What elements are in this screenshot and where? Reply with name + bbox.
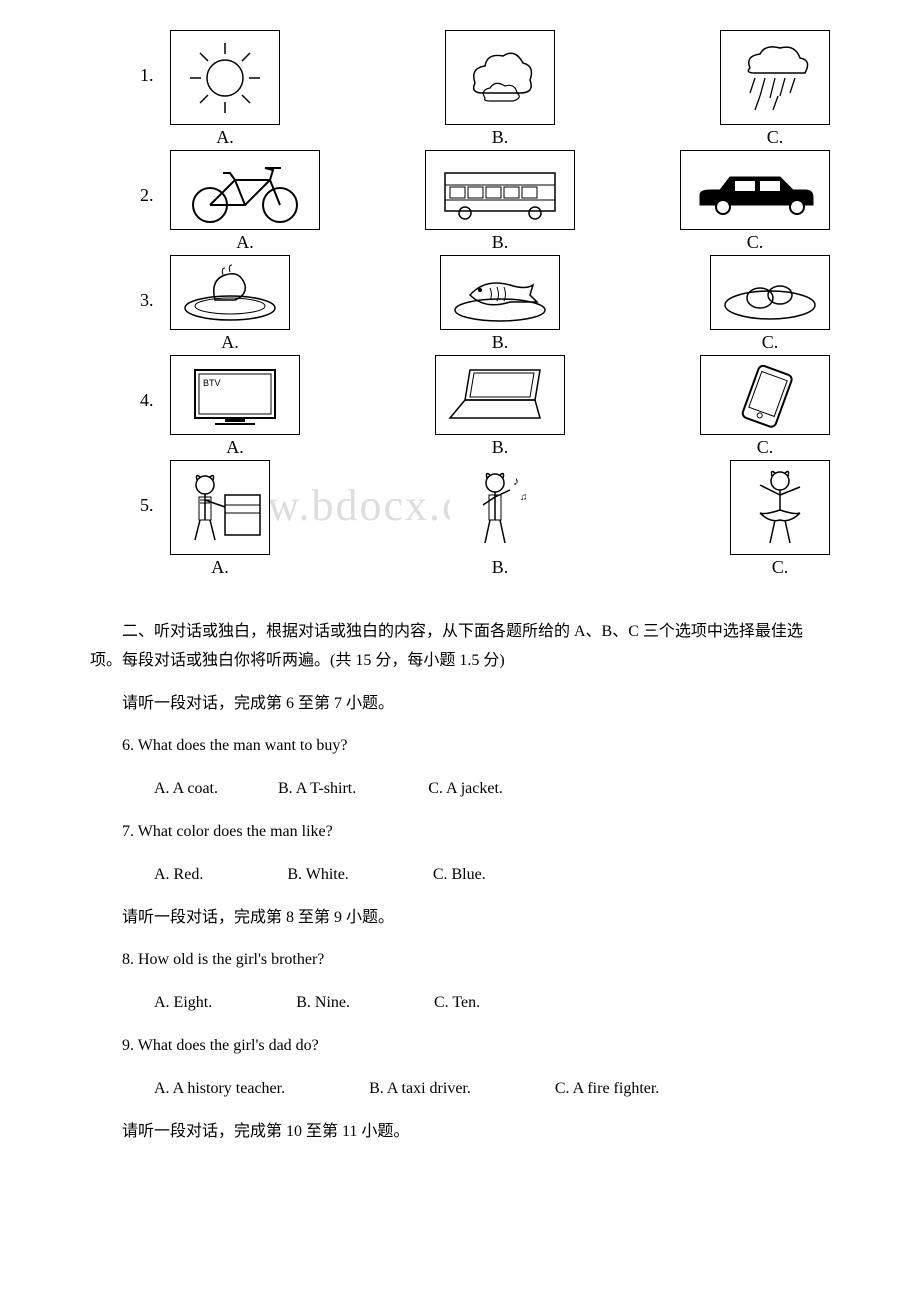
question-9-answers: A. A history teacher. B. A taxi driver. …: [90, 1075, 830, 1104]
option-label: A.: [211, 557, 229, 578]
option-5c: C.: [730, 460, 830, 578]
grid-row-5: www.bdocx.com 5. A. ♪♫ B.: [140, 460, 830, 578]
grid-row-4: 4. BTV A. B. C: [140, 355, 830, 458]
option-label: C.: [757, 437, 774, 458]
option-label: C.: [747, 232, 764, 253]
option-1a: A.: [170, 30, 280, 148]
laptop-icon: [435, 355, 565, 435]
grid-row-1: 1. A. B. C.: [140, 30, 830, 148]
option-label: C.: [772, 557, 789, 578]
option-1b: B.: [445, 30, 555, 148]
girl-piano-icon: [170, 460, 270, 555]
answer-6a: A. A coat.: [122, 775, 218, 804]
option-label: B.: [492, 437, 509, 458]
question-8: 8. How old is the girl's brother?: [90, 946, 830, 975]
answer-7b: B. White.: [255, 861, 348, 890]
option-5b: ♪♫ B.: [450, 460, 550, 578]
girl-singing-icon: ♪♫: [450, 460, 550, 555]
tv-icon: BTV: [170, 355, 300, 435]
fish-plate-icon: [440, 255, 560, 330]
listening-picture-grid: 1. A. B. C.: [140, 30, 830, 578]
option-label: A.: [216, 127, 234, 148]
option-label: A.: [226, 437, 244, 458]
svg-text:BTV: BTV: [203, 378, 221, 388]
option-label: B.: [492, 332, 509, 353]
answer-8c: C. Ten.: [402, 989, 480, 1018]
phone-icon: [700, 355, 830, 435]
car-icon: [680, 150, 830, 230]
question-6: 6. What does the man want to buy?: [90, 732, 830, 761]
bus-icon: [425, 150, 575, 230]
dialogue-instruction-1: 请听一段对话，完成第 6 至第 7 小题。: [90, 690, 830, 719]
grid-row-2: 2. A. B. C.: [140, 150, 830, 253]
option-3c: C.: [710, 255, 830, 353]
option-4b: B.: [435, 355, 565, 458]
option-label: B.: [492, 557, 509, 578]
option-3b: B.: [440, 255, 560, 353]
question-8-answers: A. Eight. B. Nine. C. Ten.: [90, 989, 830, 1018]
svg-text:♪: ♪: [513, 474, 519, 488]
option-2c: C.: [680, 150, 830, 253]
option-2b: B.: [425, 150, 575, 253]
answer-7a: A. Red.: [122, 861, 203, 890]
option-label: A.: [236, 232, 254, 253]
option-label: B.: [492, 127, 509, 148]
svg-text:♫: ♫: [520, 492, 528, 503]
girl-dancing-icon: [730, 460, 830, 555]
question-6-answers: A. A coat. B. A T-shirt. C. A jacket.: [90, 775, 830, 804]
answer-9c: C. A fire fighter.: [523, 1075, 659, 1104]
option-3a: A.: [170, 255, 290, 353]
question-7: 7. What color does the man like?: [90, 818, 830, 847]
answer-7c: C. Blue.: [401, 861, 486, 890]
question-7-answers: A. Red. B. White. C. Blue.: [90, 861, 830, 890]
question-9: 9. What does the girl's dad do?: [90, 1032, 830, 1061]
answer-9a: A. A history teacher.: [122, 1075, 285, 1104]
row-number: 3.: [140, 255, 170, 311]
option-4c: C.: [700, 355, 830, 458]
grid-row-3: 3. A. B. C.: [140, 255, 830, 353]
chicken-plate-icon: [170, 255, 290, 330]
option-4a: BTV A.: [170, 355, 300, 458]
option-label: A.: [221, 332, 239, 353]
answer-9b: B. A taxi driver.: [337, 1075, 471, 1104]
answer-8b: B. Nine.: [264, 989, 350, 1018]
section-2-heading: 二、听对话或独白，根据对话或独白的内容，从下面各题所给的 A、B、C 三个选项中…: [90, 618, 830, 676]
bicycle-icon: [170, 150, 320, 230]
answer-6b: B. A T-shirt.: [246, 775, 356, 804]
row-number: 4.: [140, 355, 170, 411]
option-2a: A.: [170, 150, 320, 253]
rain-icon: [720, 30, 830, 125]
cloud-icon: [445, 30, 555, 125]
row-number: 2.: [140, 150, 170, 206]
row-number: 5.: [140, 460, 170, 516]
eggs-plate-icon: [710, 255, 830, 330]
sun-icon: [170, 30, 280, 125]
row-number: 1.: [140, 30, 170, 86]
dialogue-instruction-3: 请听一段对话，完成第 10 至第 11 小题。: [90, 1118, 830, 1147]
option-1c: C.: [720, 30, 830, 148]
answer-8a: A. Eight.: [122, 989, 212, 1018]
option-label: C.: [767, 127, 784, 148]
answer-6c: C. A jacket.: [396, 775, 503, 804]
option-label: C.: [762, 332, 779, 353]
dialogue-instruction-2: 请听一段对话，完成第 8 至第 9 小题。: [90, 904, 830, 933]
option-5a: A.: [170, 460, 270, 578]
option-label: B.: [492, 232, 509, 253]
